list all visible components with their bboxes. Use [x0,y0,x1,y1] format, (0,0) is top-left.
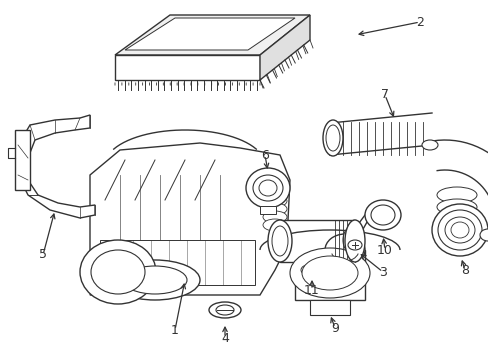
Ellipse shape [347,240,361,250]
Polygon shape [115,55,260,80]
Polygon shape [294,250,364,300]
Ellipse shape [342,226,362,254]
Ellipse shape [271,226,287,256]
Ellipse shape [431,204,487,256]
Ellipse shape [325,125,339,151]
Ellipse shape [263,195,286,207]
Polygon shape [309,300,349,315]
Polygon shape [15,130,30,190]
Text: 9: 9 [330,321,338,334]
Ellipse shape [245,168,289,208]
Text: 3: 3 [378,266,386,279]
Ellipse shape [263,219,286,231]
Ellipse shape [436,211,476,227]
Polygon shape [260,15,309,80]
Text: 11: 11 [304,284,319,297]
Text: 2: 2 [415,15,423,28]
Ellipse shape [345,220,364,262]
Polygon shape [294,262,339,278]
Text: 6: 6 [261,149,268,162]
Ellipse shape [80,240,156,304]
Ellipse shape [436,187,476,203]
Ellipse shape [110,260,200,300]
Polygon shape [18,115,95,218]
Polygon shape [125,18,294,50]
Text: 5: 5 [39,248,47,261]
Polygon shape [280,220,354,262]
Text: 8: 8 [460,264,468,276]
Ellipse shape [263,203,286,215]
Ellipse shape [208,302,241,318]
Ellipse shape [479,229,488,241]
Ellipse shape [436,199,476,215]
Ellipse shape [259,180,276,196]
Ellipse shape [263,187,286,199]
Text: 7: 7 [380,89,388,102]
Text: 10: 10 [376,243,392,256]
Ellipse shape [302,256,357,290]
Ellipse shape [323,120,342,156]
Ellipse shape [301,265,314,275]
Ellipse shape [289,248,369,298]
Polygon shape [115,15,309,55]
Ellipse shape [436,223,476,239]
Ellipse shape [421,140,437,150]
Ellipse shape [325,234,364,266]
Text: 1: 1 [171,324,179,337]
Polygon shape [260,206,275,214]
Ellipse shape [252,175,283,201]
Ellipse shape [263,179,286,191]
Ellipse shape [123,266,186,294]
Ellipse shape [437,210,481,250]
Ellipse shape [91,250,145,294]
Text: 4: 4 [221,332,228,345]
Ellipse shape [263,211,286,223]
Polygon shape [100,240,254,285]
Ellipse shape [450,222,468,238]
Ellipse shape [216,305,234,315]
Ellipse shape [319,265,333,275]
Ellipse shape [370,205,394,225]
Ellipse shape [444,217,474,243]
Ellipse shape [364,200,400,230]
Ellipse shape [267,220,291,262]
Polygon shape [90,143,289,295]
